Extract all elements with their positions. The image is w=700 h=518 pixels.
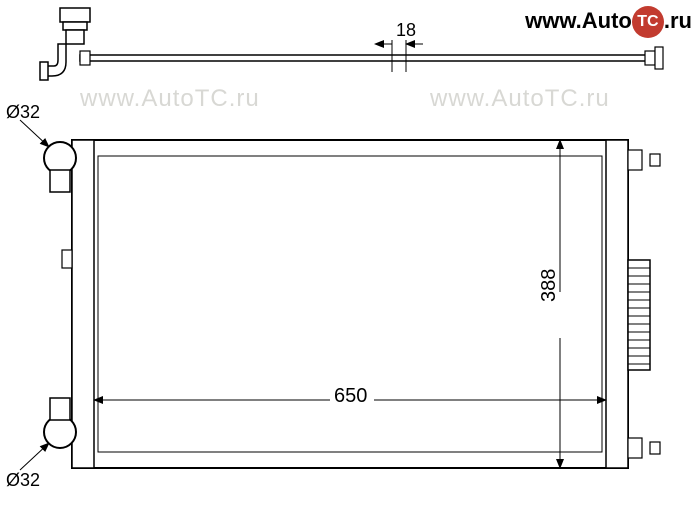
- dim-port-bottom: Ø32: [6, 470, 40, 490]
- top-view: 18: [40, 8, 663, 80]
- dim-width: 650: [334, 385, 367, 407]
- fin-block: [628, 260, 650, 370]
- front-view: Ø32 Ø32: [6, 102, 660, 490]
- dim-thickness: 18: [396, 20, 416, 40]
- drawing-svg: 18 Ø32 Ø32: [0, 0, 700, 518]
- dim-port-top: Ø32: [6, 102, 40, 122]
- technical-drawing: www.AutoTC.ru www.AutoTC.ru www.AutoTC.r…: [0, 0, 700, 518]
- dim-height: 388: [538, 269, 560, 302]
